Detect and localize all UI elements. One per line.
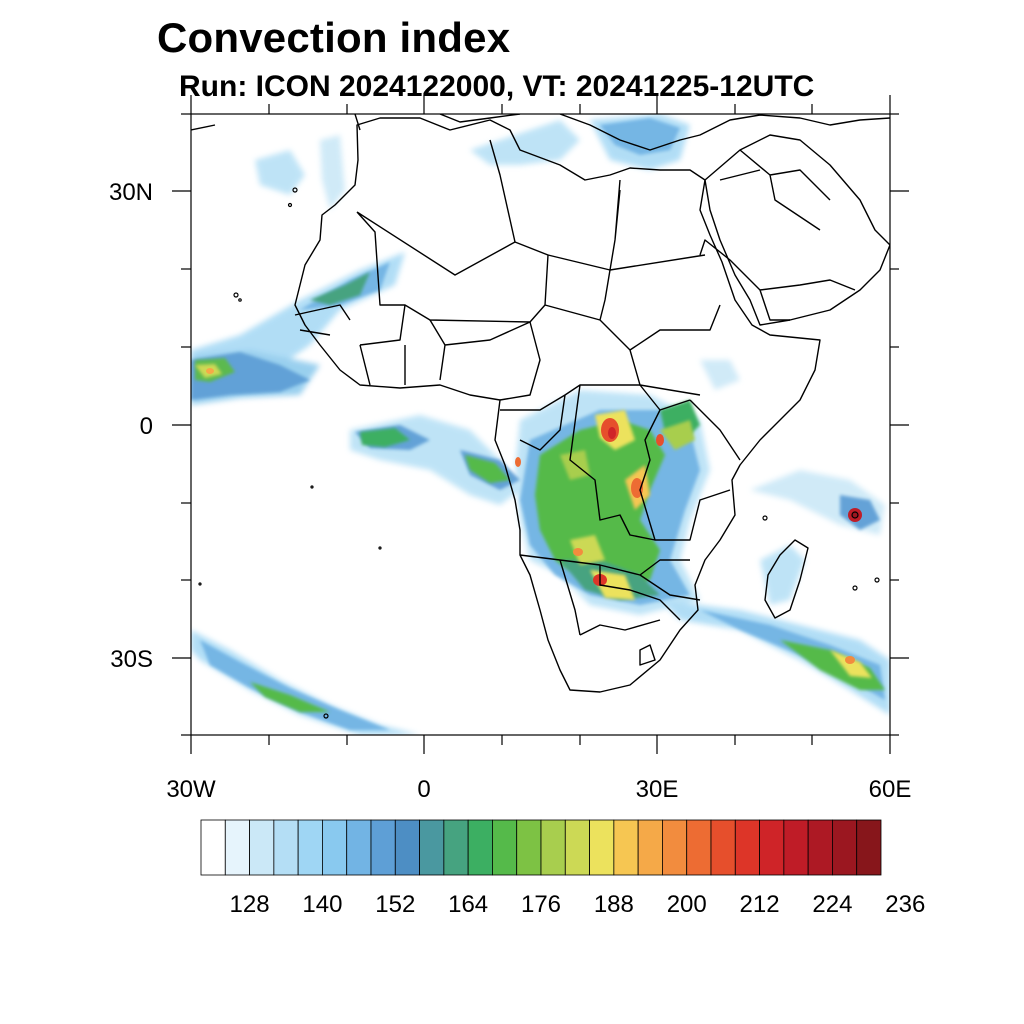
colorbar-label: 152 (375, 891, 415, 918)
colorbar-swatch (370, 819, 396, 876)
colorbar-swatch (516, 819, 542, 876)
colorbar-swatch (467, 819, 493, 876)
colorbar-swatch (662, 819, 688, 876)
lon-label-30w: 30W (166, 776, 216, 803)
colorbar-label: 176 (521, 891, 561, 918)
lat-label-30n: 30N (109, 179, 153, 206)
colorbar-swatch (200, 819, 226, 876)
colorbar-swatch (783, 819, 809, 876)
lon-label-30e: 30E (636, 776, 679, 803)
colorbar-swatch (540, 819, 566, 876)
colorbar-swatch (322, 819, 348, 876)
colorbar-swatch (710, 819, 736, 876)
colorbar-swatch (686, 819, 712, 876)
colorbar-swatch (807, 819, 833, 876)
colorbar-label: 212 (740, 891, 780, 918)
lon-label-0: 0 (417, 776, 430, 803)
colorbar-swatch (564, 819, 590, 876)
colorbar-swatch (249, 819, 275, 876)
lat-label-0: 0 (140, 413, 153, 440)
colorbar-swatch (224, 819, 250, 876)
lat-label-30s: 30S (110, 646, 153, 673)
colorbar-swatch (734, 819, 760, 876)
colorbar-swatch (419, 819, 445, 876)
colorbar-label: 164 (448, 891, 488, 918)
colorbar-label: 200 (667, 891, 707, 918)
colorbar-swatch (856, 819, 882, 876)
colorbar-swatch (492, 819, 518, 876)
colorbar-swatch (589, 819, 615, 876)
colorbar-swatch (443, 819, 469, 876)
colorbar-swatch (394, 819, 420, 876)
map-subtitle: Run: ICON 2024122000, VT: 20241225-12UTC (179, 70, 815, 103)
colorbar (200, 819, 882, 876)
convection-field (191, 114, 890, 735)
colorbar-label: 188 (594, 891, 634, 918)
colorbar-label: 224 (812, 891, 852, 918)
colorbar-swatch (297, 819, 323, 876)
colorbar-label: 236 (885, 891, 925, 918)
colorbar-swatch (273, 819, 299, 876)
lon-label-60e: 60E (869, 776, 912, 803)
colorbar-swatch (832, 819, 858, 876)
colorbar-swatch (759, 819, 785, 876)
axis-ticks (172, 95, 909, 754)
map-title: Convection index (157, 14, 511, 61)
colorbar-swatch (346, 819, 372, 876)
coastlines (191, 114, 890, 693)
colorbar-label: 128 (230, 891, 270, 918)
colorbar-labels: 128 140 152 164 176 188 200 212 224 236 (230, 891, 926, 918)
colorbar-swatch (613, 819, 639, 876)
colorbar-label: 140 (302, 891, 342, 918)
colorbar-swatch (637, 819, 663, 876)
